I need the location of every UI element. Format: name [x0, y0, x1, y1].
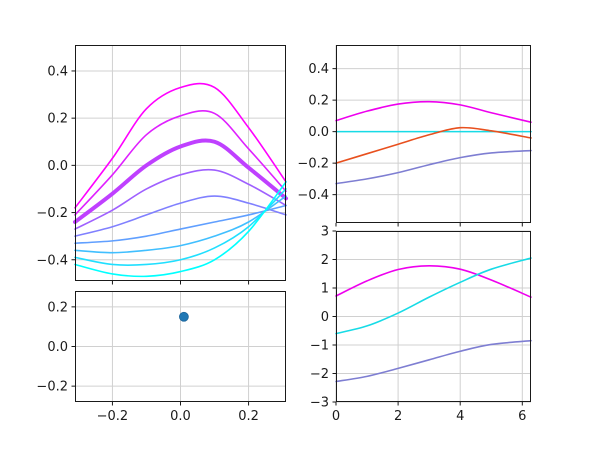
series-slateblue	[335, 149, 532, 185]
series-cool-2-thick	[73, 138, 288, 224]
subplot-bottom-left: 0.2 0.0 −0.2 −0.2 0.0 0.2	[36, 291, 286, 424]
y-tick-label: −3	[310, 396, 329, 411]
series-magenta	[335, 100, 532, 123]
x-tick-label: 2	[394, 409, 402, 424]
series-cool-3	[74, 168, 287, 230]
series-cool-6	[74, 195, 287, 254]
x-tick-label: 0.2	[238, 409, 259, 424]
y-tick-label: 0.4	[308, 62, 329, 77]
axes-spines	[336, 45, 531, 223]
subplot-top-right: 0.4 0.2 0.0 −0.2 −0.4	[297, 45, 532, 227]
x-tick-label: −0.2	[97, 409, 129, 424]
y-tick-label: −0.4	[297, 188, 329, 203]
y-tick-label: −0.2	[36, 380, 68, 395]
y-tick-label: −0.4	[36, 253, 68, 268]
y-tick-label: 1	[321, 282, 329, 297]
axes-spines	[336, 231, 531, 402]
y-tick-label: 0.0	[308, 125, 329, 140]
x-tick-label: 6	[518, 409, 526, 424]
y-tick-label: 3	[321, 225, 329, 240]
series-orangered	[335, 126, 532, 164]
series-cool-1	[74, 110, 287, 216]
y-tick-label: −0.2	[297, 157, 329, 172]
x-tick-label: 0	[332, 409, 340, 424]
y-tick-label: 0.4	[47, 64, 68, 79]
series-cool-5	[74, 204, 287, 245]
series-magenta	[335, 264, 532, 298]
y-tick-label: 0.2	[47, 300, 68, 315]
y-tick-label: 0.2	[47, 112, 68, 127]
y-tick-label: −2	[310, 367, 329, 382]
y-tick-label: 0.2	[308, 94, 329, 109]
subplot-top-left: 0.4 0.2 0.0 −0.2 −0.4	[36, 45, 288, 285]
x-tick-label: 0.0	[170, 409, 191, 424]
scatter-point	[179, 311, 189, 322]
y-tick-label: −0.2	[36, 206, 68, 221]
series-cool-8-cyan	[74, 181, 287, 278]
series-cool-7	[74, 188, 287, 267]
axes-spines	[75, 291, 286, 402]
y-tick-label: −1	[310, 339, 329, 354]
series-cyan	[335, 257, 532, 335]
y-tick-label: 0	[321, 310, 329, 325]
series-cool-4	[74, 195, 287, 237]
y-tick-label: 2	[321, 253, 329, 268]
series-slateblue	[335, 339, 532, 383]
y-tick-label: 0.0	[47, 159, 68, 174]
series-cool-0-magenta	[74, 82, 287, 209]
axes-spines	[75, 45, 286, 281]
y-tick-label: 0.0	[47, 340, 68, 355]
x-tick-label: 4	[456, 409, 464, 424]
